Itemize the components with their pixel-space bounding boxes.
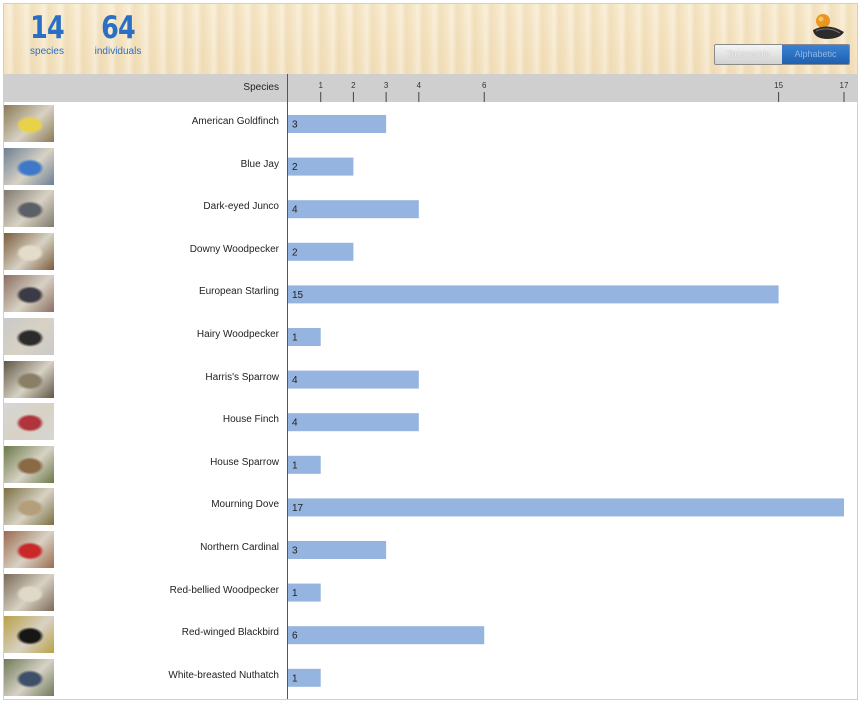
- species-count: 14: [30, 10, 65, 46]
- bird-photo-thumbnail: [4, 403, 54, 441]
- bird-feeder-logo-icon: [813, 14, 844, 39]
- bar-value-label: 17: [292, 503, 304, 514]
- count-bar: [288, 668, 321, 687]
- bird-photo-thumbnail: [4, 573, 54, 611]
- bird-photo-thumbnail: [4, 488, 54, 526]
- bar-value-label: 2: [292, 247, 298, 258]
- species-column-header: Species: [243, 82, 279, 93]
- bird-photo-thumbnail: [4, 105, 54, 142]
- bar-value-label: 3: [292, 546, 298, 557]
- species-name-label: White-breasted Nuthatch: [168, 669, 279, 681]
- bar-value-label: 6: [292, 631, 298, 642]
- individuals-stat: 64 individuals: [90, 10, 146, 58]
- bar-value-label: 1: [292, 588, 298, 599]
- bird-photo-thumbnail: [4, 275, 54, 313]
- count-bar: [288, 413, 419, 432]
- x-tick-label: 6: [482, 81, 487, 90]
- header-panel: 14 species 64 individuals Taxonomic Alph…: [4, 4, 857, 75]
- species-name-label: Blue Jay: [240, 158, 279, 170]
- bird-photo-thumbnail: [4, 360, 54, 398]
- species-row[interactable]: Downy Woodpecker: [4, 231, 857, 273]
- axis-divider: [287, 74, 288, 699]
- alphabetic-sort-button[interactable]: Alphabetic: [782, 45, 849, 64]
- count-bar: [288, 370, 419, 389]
- count-bar: [288, 455, 321, 474]
- species-row[interactable]: Harris's Sparrow: [4, 359, 857, 401]
- species-row[interactable]: European Starling: [4, 273, 857, 315]
- bird-photo-thumbnail: [4, 658, 54, 696]
- bar-value-label: 4: [292, 205, 298, 216]
- species-row[interactable]: Blue Jay: [4, 146, 857, 188]
- species-name-label: Harris's Sparrow: [205, 371, 279, 383]
- species-row[interactable]: House Sparrow: [4, 444, 857, 486]
- individuals-count: 64: [101, 10, 136, 46]
- bar-value-label: 1: [292, 673, 298, 684]
- bar-chart: 1 2 3 4 6 15 17 3 2 4 2 15 1 4 4 1 17 3 1 6 1: [288, 81, 849, 687]
- bar-value-label: 2: [292, 162, 298, 173]
- count-bar: [288, 328, 321, 346]
- count-bar: [288, 157, 354, 176]
- species-name-label: House Finch: [222, 414, 279, 426]
- count-bar: [288, 200, 419, 219]
- species-row[interactable]: White-breasted Nuthatch: [4, 657, 857, 699]
- species-name-label: European Starling: [198, 286, 279, 298]
- species-name-label: Red-winged Blackbird: [181, 627, 279, 639]
- species-row[interactable]: Hairy Woodpecker: [4, 316, 857, 358]
- count-bar: [288, 583, 321, 602]
- x-tick-label: 15: [774, 81, 783, 90]
- species-row[interactable]: Northern Cardinal: [4, 529, 857, 571]
- column-header: Species: [4, 74, 857, 102]
- count-bar: [288, 115, 387, 133]
- bar-value-label: 1: [292, 460, 298, 471]
- species-name-label: House Sparrow: [210, 456, 279, 468]
- taxonomic-sort-button[interactable]: Taxonomic: [715, 45, 782, 64]
- count-bar: [288, 285, 779, 304]
- bar-value-label: 15: [292, 290, 304, 301]
- bird-photo-thumbnail: [4, 318, 54, 355]
- species-stat: 14 species: [26, 10, 68, 58]
- species-name-label: Dark-eyed Junco: [203, 201, 279, 213]
- bird-photo-thumbnail: [4, 147, 54, 185]
- species-row[interactable]: American Goldfinch: [4, 103, 857, 145]
- species-label: species: [30, 46, 64, 57]
- sort-toggle: Taxonomic Alphabetic: [714, 44, 850, 65]
- species-row[interactable]: House Finch: [4, 401, 857, 443]
- species-name-label: Hairy Woodpecker: [196, 329, 279, 340]
- species-name-label: Northern Cardinal: [200, 542, 279, 553]
- individuals-label: individuals: [94, 46, 142, 57]
- species-row[interactable]: Mourning Dove: [4, 486, 857, 528]
- count-bar: [288, 242, 354, 261]
- species-name-label: American Goldfinch: [191, 116, 279, 127]
- count-bar: [288, 541, 387, 559]
- bird-photo-thumbnail: [4, 190, 54, 228]
- bar-value-label: 3: [292, 120, 298, 131]
- bar-value-label: 4: [292, 375, 298, 386]
- bar-value-label: 4: [292, 418, 298, 429]
- bar-value-label: 1: [292, 333, 298, 344]
- count-bar: [288, 626, 485, 645]
- x-tick-label: 1: [318, 81, 323, 90]
- bird-photo-thumbnail: [4, 616, 54, 654]
- species-name-label: Red-bellied Woodpecker: [169, 584, 279, 596]
- species-row[interactable]: Red-winged Blackbird: [4, 614, 857, 656]
- x-tick-label: 4: [417, 81, 422, 90]
- species-row[interactable]: Red-bellied Woodpecker: [4, 572, 857, 614]
- app-frame: 14 species 64 individuals Taxonomic Alph…: [3, 3, 858, 700]
- x-tick-label: 3: [384, 81, 389, 90]
- count-bar: [288, 498, 844, 517]
- species-row[interactable]: Dark-eyed Junco: [4, 188, 857, 230]
- bird-photo-thumbnail: [4, 232, 54, 270]
- bird-photo-thumbnail: [4, 445, 54, 483]
- species-name-label: Mourning Dove: [211, 499, 279, 511]
- bird-photo-thumbnail: [4, 531, 54, 568]
- x-tick-label: 17: [840, 81, 849, 90]
- species-name-label: Downy Woodpecker: [189, 243, 279, 255]
- x-tick-label: 2: [351, 81, 356, 90]
